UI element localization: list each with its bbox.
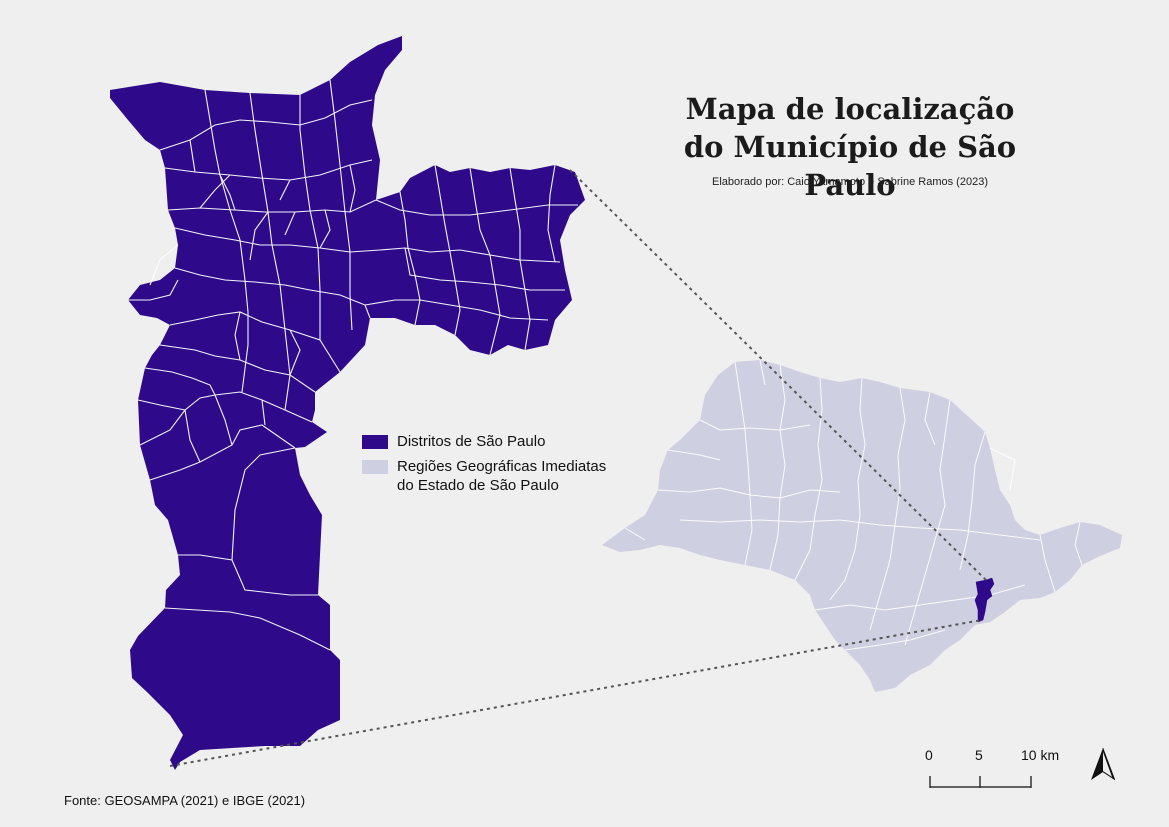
connector-lines (169, 169, 989, 767)
legend-item-districts: Distritos de São Paulo (362, 432, 606, 451)
legend-label-regions: Regiões Geográficas Imediatas do Estado … (397, 458, 607, 494)
municipality-shape (110, 36, 585, 770)
credit-text: Elaborado por: Caio Yamamoto e Sabrine R… (712, 176, 988, 188)
north-arrow-icon (1091, 747, 1116, 781)
municipality-map (110, 36, 585, 770)
scale-bar (929, 776, 1032, 788)
legend-swatch-regions (362, 460, 388, 474)
scale-label-0: 0 (925, 747, 933, 763)
legend-item-regions: Regiões Geográficas Imediatas do Estado … (362, 457, 606, 495)
legend-label-districts: Distritos de São Paulo (397, 433, 546, 450)
legend: Distritos de São Paulo Regiões Geográfic… (362, 432, 606, 501)
legend-swatch-districts (362, 435, 388, 449)
state-map (602, 359, 1122, 692)
state-shape (602, 360, 1122, 692)
district-boundaries (128, 79, 578, 651)
scale-label-5: 5 (975, 747, 983, 763)
region-boundaries (624, 359, 1083, 651)
scale-label-10: 10 km (1021, 747, 1060, 763)
title-line-2: do Município de São Paulo (683, 130, 1017, 202)
source-text: Fonte: GEOSAMPA (2021) e IBGE (2021) (64, 793, 306, 808)
municipality-location (974, 577, 995, 623)
map-title: Mapa de localização do Município de São … (640, 90, 1060, 204)
title-line-1: Mapa de localização (685, 92, 1015, 126)
